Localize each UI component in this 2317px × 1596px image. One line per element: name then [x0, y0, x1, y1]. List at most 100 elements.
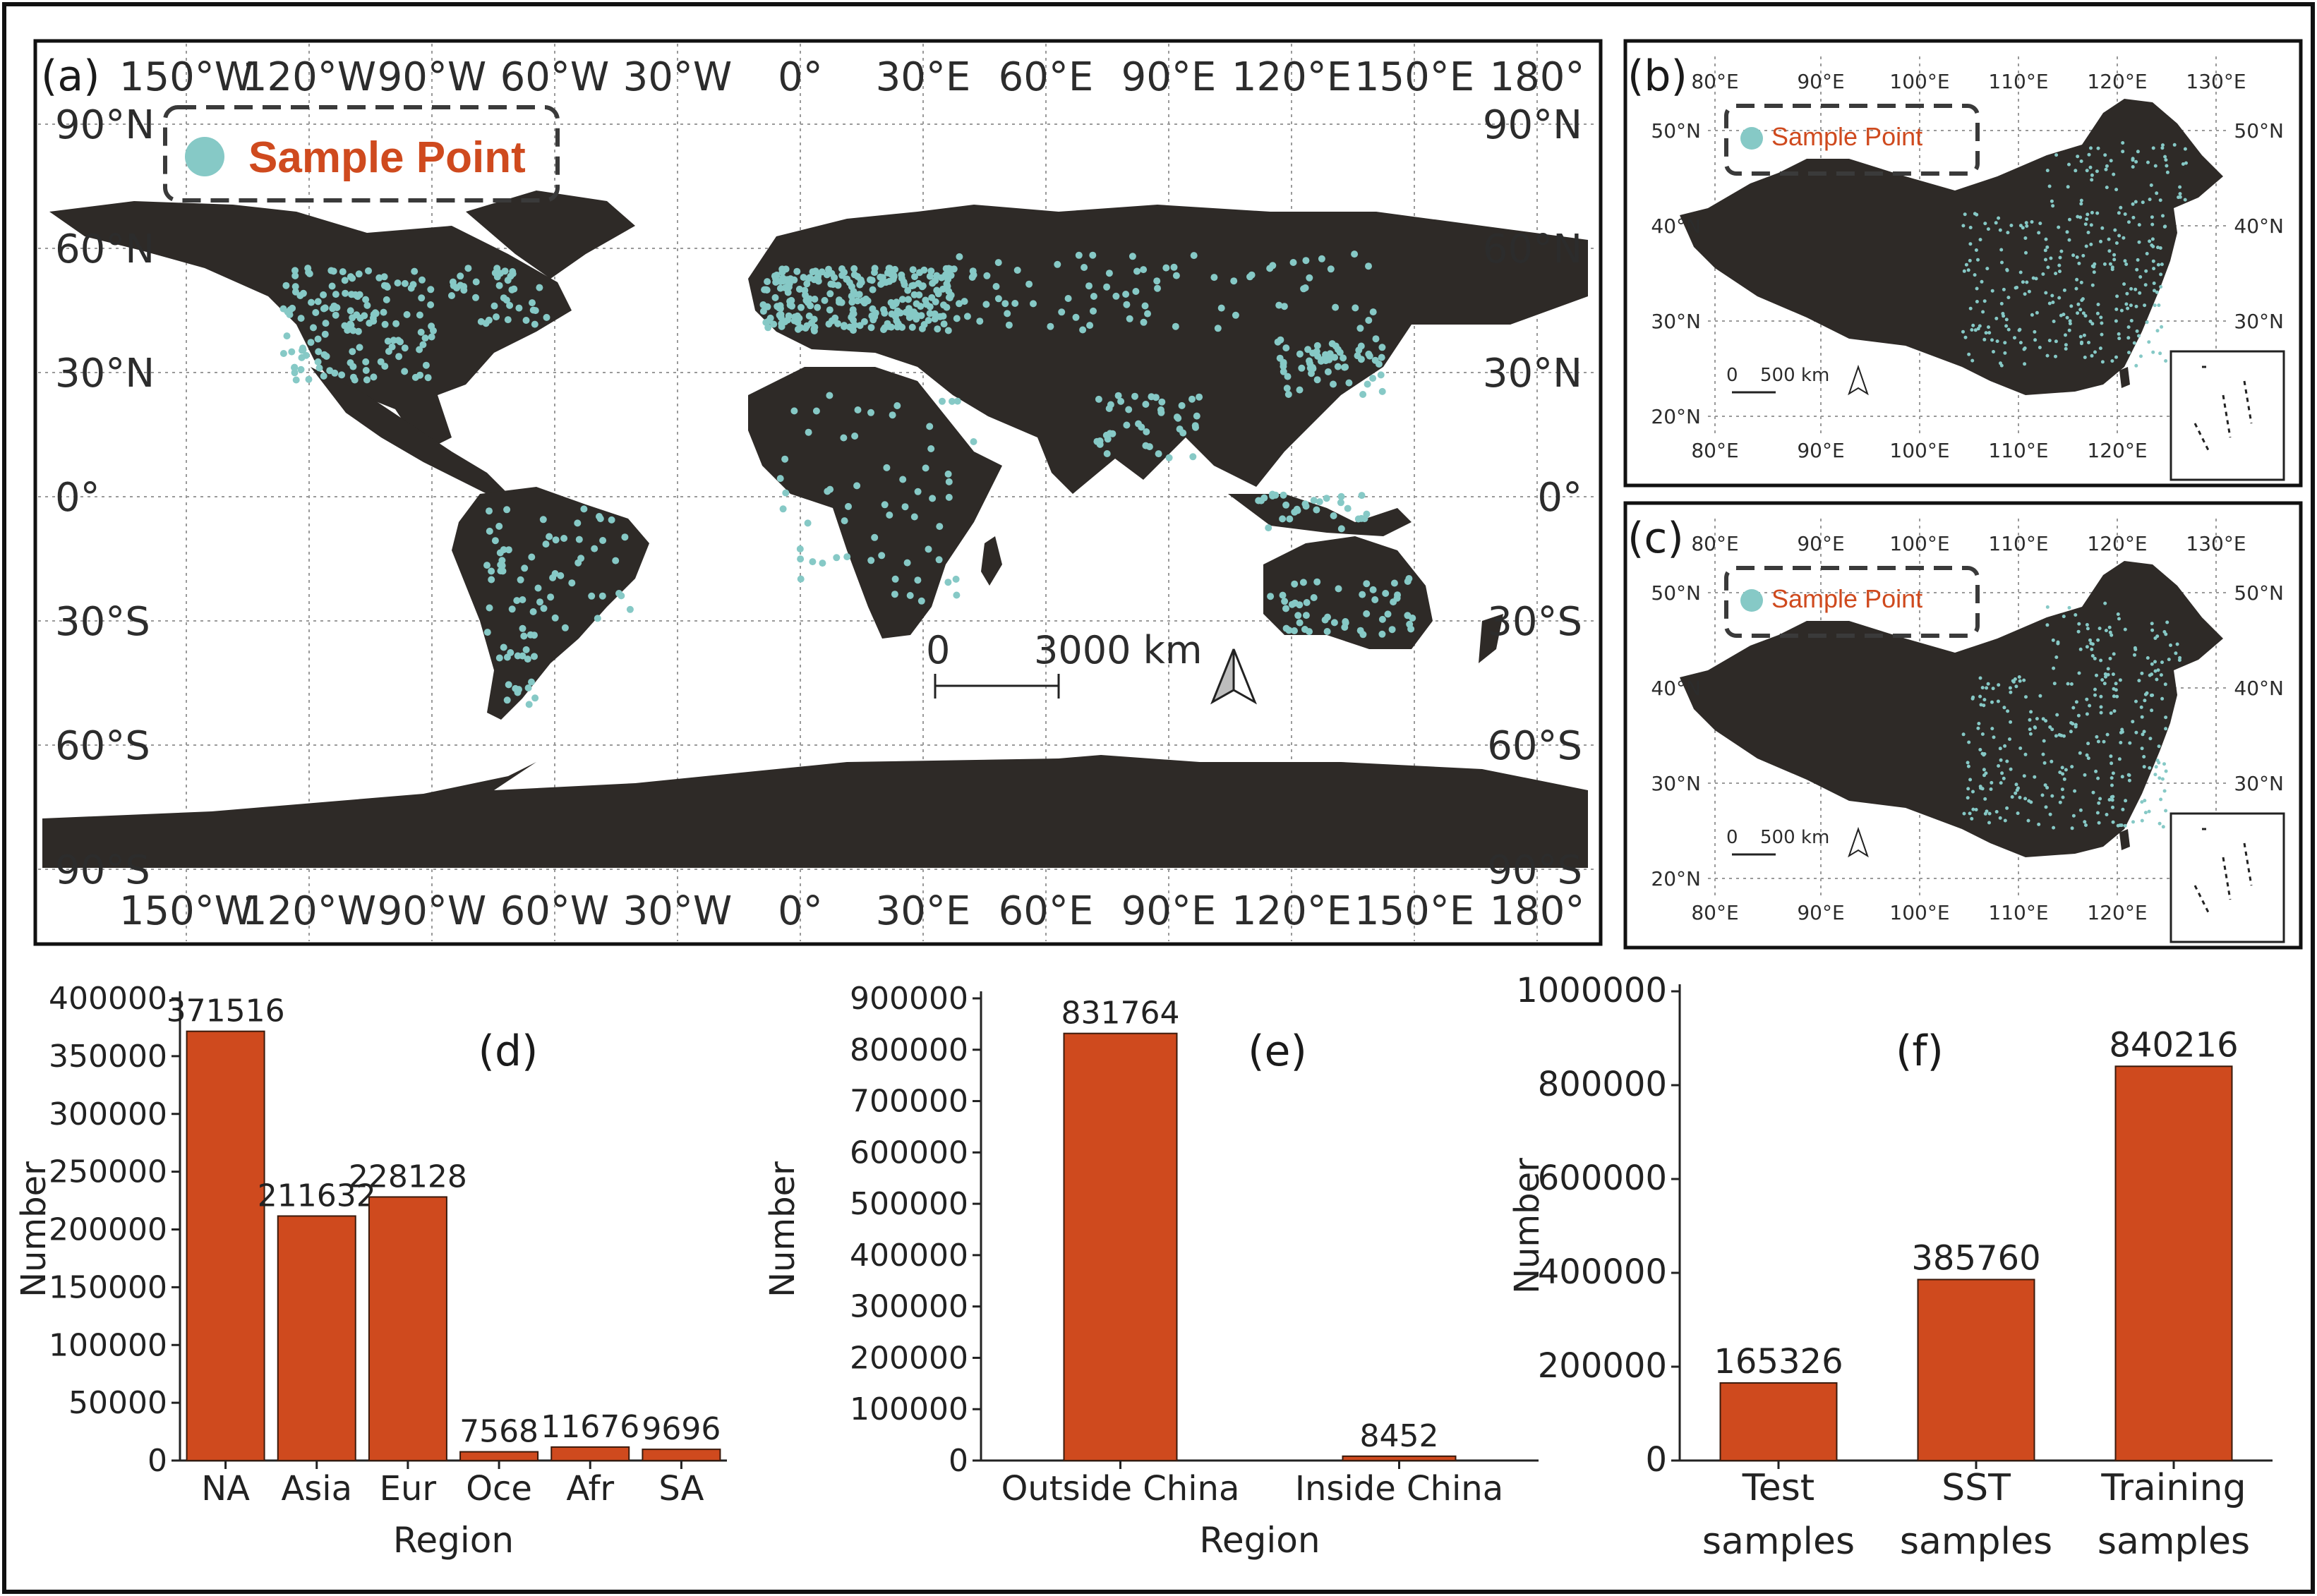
y-axis-label: Number [1507, 1158, 1547, 1294]
china-lon-label-bottom: 90°E [1797, 439, 1844, 462]
china-lat-label-right: 50°N [2234, 119, 2284, 143]
lat-label-left: 0° [55, 475, 100, 521]
x-tick-label: Outside China [1001, 1469, 1240, 1509]
scale-bar-zero: 0 [926, 628, 950, 672]
scale-label-c: 500 km [1760, 827, 1829, 848]
bar-chart-f: 0 200000 400000 600000 800000 1000000 Number 16… [1507, 971, 2273, 1563]
china-lat-label-right: 40°N [2234, 214, 2284, 238]
lat-label-right: 90°N [1483, 102, 1582, 148]
china-lat-label-right: 40°N [2234, 677, 2284, 700]
china-lon-label-top: 130°E [2186, 70, 2246, 93]
lon-label-top: 60°W [500, 54, 610, 100]
china-lat-label-right: 50°N [2234, 581, 2284, 605]
china-scale-bar-b: 0 500 km [1726, 365, 1829, 394]
panel-label-b: (b) [1627, 52, 1687, 101]
x-tick-label: SST [1942, 1467, 2011, 1509]
y-tick-label: 700000 [850, 1084, 968, 1120]
china-lon-label-bottom: 100°E [1889, 901, 1949, 924]
y-axis-label: Number [14, 1161, 54, 1298]
data-label: 228128 [349, 1159, 467, 1195]
y-tick-label: 1000000 [1516, 971, 1667, 1010]
x-tick-label: Oce [466, 1469, 532, 1509]
y-tick-label: 0 [949, 1443, 968, 1479]
lon-label-top: 180° [1490, 54, 1585, 100]
china-map-panel-b: 80°E 80°E 90°E 90°E 100°E 100°E 110°E 110°E 120°… [1623, 39, 2303, 488]
lat-label-left: 30°S [55, 599, 150, 645]
y-tick-label: 100000 [49, 1327, 167, 1363]
china-lon-label-bottom: 110°E [1988, 901, 2048, 924]
y-tick-label: 350000 [49, 1039, 167, 1075]
scale-zero-c: 0 [1726, 827, 1738, 848]
world-map-frame [33, 39, 1603, 946]
china-map-coordinate-labels-c: 80°E 80°E 90°E 90°E 100°E 100°E 110°E 110°E 120°… [1651, 532, 2284, 924]
lon-label-bottom: 120°W [242, 888, 376, 934]
lon-label-bottom: 0° [778, 888, 823, 934]
lon-label-top: 150°E [1354, 54, 1474, 100]
lon-label-top: 90°W [378, 54, 487, 100]
data-label: 840216 [2109, 1025, 2238, 1065]
lat-label-left: 30°N [55, 351, 155, 397]
y-tick-label: 800000 [1538, 1065, 1667, 1104]
y-tick-label: 300000 [850, 1289, 968, 1325]
lon-label-bottom: 180° [1490, 888, 1585, 934]
y-tick-label: 600000 [1538, 1159, 1667, 1198]
china-lat-label-left: 40°N [1651, 677, 1701, 700]
china-lon-label-bottom: 80°E [1691, 901, 1738, 924]
bar [550, 1446, 630, 1462]
china-legend-label-b: Sample Point [1771, 122, 1922, 151]
x-tick-label: NA [201, 1469, 250, 1509]
y-tick-label: 200000 [850, 1340, 968, 1376]
lon-label-top: 30°W [623, 54, 733, 100]
lon-label-bottom: 90°E [1121, 888, 1217, 934]
china-legend-c: Sample Point [1724, 566, 1980, 638]
north-arrow-icon-c [1848, 826, 1869, 858]
china-lon-label-bottom: 120°E [2087, 901, 2147, 924]
panel-label-a: (a) [41, 52, 100, 101]
y-tick-label: 200000 [49, 1212, 167, 1248]
bar [459, 1451, 539, 1462]
y-tick-label: 250000 [49, 1154, 167, 1190]
north-arrow-icon-b [1848, 364, 1869, 396]
x-tick-label: samples [1702, 1521, 1855, 1563]
x-tick-label: samples [1900, 1521, 2052, 1563]
x-axis-label: Region [1199, 1520, 1320, 1561]
china-map-panel-c: 80°E 80°E 90°E 90°E 100°E 100°E 110°E 110°E 120°… [1623, 501, 2303, 950]
world-map-coordinate-labels: 150°W150°W120°W120°W90°W90°W60°W60°W30°W… [55, 54, 1584, 934]
panel-label-c: (c) [1627, 514, 1684, 563]
china-lon-label-top: 120°E [2087, 532, 2147, 555]
data-label: 831764 [1061, 996, 1180, 1032]
x-tick-label: SA [658, 1469, 704, 1509]
lon-label-top: 60°E [999, 54, 1094, 100]
legend-sample-marker [185, 137, 224, 176]
x-tick-label: Test [1742, 1467, 1815, 1509]
china-lon-label-bottom: 90°E [1797, 901, 1844, 924]
china-lat-label-left: 20°N [1651, 867, 1701, 890]
data-label: 11676 [541, 1409, 639, 1445]
lat-label-left: 90°N [55, 102, 155, 148]
lon-label-bottom: 150°W [119, 888, 253, 934]
world-legend-label: Sample Point [248, 133, 526, 182]
china-lat-label-left: 50°N [1651, 581, 1701, 605]
bar [642, 1449, 721, 1462]
data-label: 9696 [642, 1411, 721, 1447]
lon-label-bottom: 60°E [999, 888, 1094, 934]
north-arrow-icon [1210, 648, 1257, 705]
world-scale-bar: 0 3000 km [926, 628, 1202, 699]
panel-label: (f) [1896, 1027, 1944, 1076]
x-tick-label: Training [2100, 1467, 2246, 1509]
y-tick-label: 0 [148, 1443, 167, 1479]
bar-chart-e: 0 100000 200000 300000 400000 500000 600000 700… [763, 981, 1539, 1561]
china-lat-label-left: 20°N [1651, 405, 1701, 428]
lat-label-right: 90°S [1487, 847, 1582, 893]
china-scale-bar-c: 0 500 km [1726, 827, 1829, 856]
data-label: 371516 [167, 993, 285, 1029]
china-sample-points-b [1961, 141, 2188, 368]
lat-label-right: 60°N [1483, 226, 1582, 272]
lon-label-bottom: 60°W [500, 888, 610, 934]
lat-label-left: 60°N [55, 226, 155, 272]
china-lon-label-top: 110°E [1988, 532, 2048, 555]
china-lon-label-top: 80°E [1691, 532, 1738, 555]
data-label: 8452 [1360, 1418, 1439, 1454]
bar [277, 1215, 356, 1462]
